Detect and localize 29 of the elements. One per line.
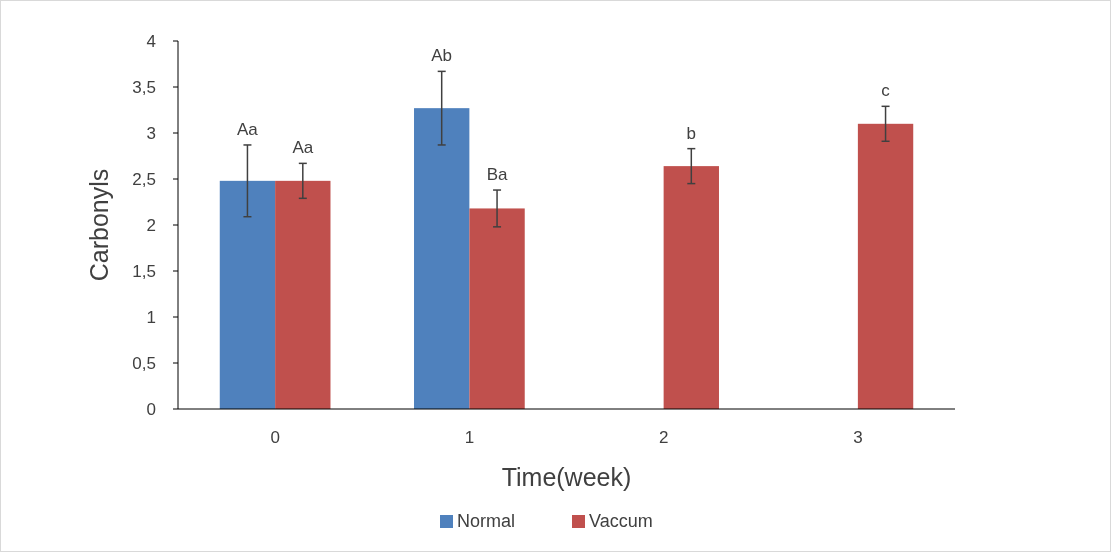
annotation: Ab: [431, 46, 453, 66]
x-axis-title: Time(week): [501, 463, 632, 491]
y-tick-label: 3,5: [132, 77, 156, 97]
y-tick-label: 3: [146, 123, 156, 143]
x-tick-label: 1: [464, 428, 475, 447]
y-tick-label: 1,5: [132, 261, 156, 281]
x-tick-label: 3: [853, 428, 863, 447]
annotation: b: [686, 123, 697, 143]
y-tick-label: 4: [146, 31, 156, 51]
y-axis-title: Carbonyls: [85, 168, 113, 282]
x-tick-label: 0: [270, 428, 280, 447]
bar: [414, 108, 470, 409]
bar: [275, 180, 331, 409]
x-tick-label: 2: [658, 428, 669, 447]
bar: [663, 166, 719, 409]
y-tick-label: 0,5: [132, 353, 156, 373]
y-tick-label: 0: [146, 399, 156, 419]
bar: [219, 180, 276, 409]
legend-label: Normal: [457, 511, 516, 531]
annotation: c: [881, 81, 891, 101]
annotation: Ba: [486, 165, 508, 185]
annotation: Aa: [237, 119, 259, 139]
bar: [857, 123, 914, 409]
y-tick-label: 1: [146, 307, 156, 327]
legend-label: Vaccum: [589, 511, 653, 531]
y-tick-label: 2,5: [132, 169, 156, 189]
annotation: Aa: [292, 138, 314, 158]
y-tick-label: 2: [146, 215, 156, 235]
bar: [469, 208, 525, 409]
